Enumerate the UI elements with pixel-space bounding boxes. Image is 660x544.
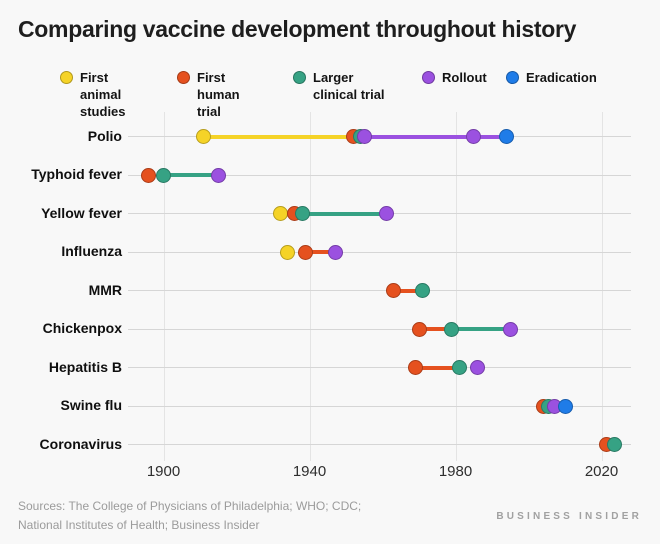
segment-hepatitis-b-0 [415, 365, 460, 370]
legend-item-rollout: Rollout [422, 70, 532, 87]
gridline-1980 [455, 112, 457, 461]
sources-line-2: National Institutes of Health; Business … [18, 517, 260, 532]
data-point-polio-rollout [356, 129, 372, 144]
data-point-hepatitis-b-larger [451, 360, 467, 375]
legend-label-rollout: Rollout [442, 70, 487, 85]
segment-typhoid-fever-0 [163, 173, 219, 177]
human-legend-dot [177, 71, 190, 84]
data-point-yellow-fever-animal [272, 206, 288, 221]
data-point-yellow-fever-rollout [378, 206, 394, 221]
row-baseline-7 [128, 405, 631, 407]
data-point-influenza-human [298, 244, 314, 260]
data-point-polio-animal [196, 129, 212, 144]
x-tick-1980: 1980 [438, 463, 473, 480]
segment-chickenpox-0 [419, 327, 452, 331]
row-label-influenza: Influenza [61, 243, 122, 259]
data-point-hepatitis-b-rollout [469, 360, 485, 375]
data-point-influenza-animal [280, 244, 296, 260]
row-label-swine-flu: Swine flu [60, 397, 122, 413]
sources-line-1: Sources: The College of Physicians of Ph… [18, 499, 362, 513]
segment-polio-0 [203, 134, 354, 139]
segment-influenza-0 [305, 250, 336, 254]
legend-item-eradication: Eradication [506, 70, 616, 87]
row-baseline-6 [128, 367, 631, 368]
segment-mmr-0 [393, 288, 423, 293]
row-baseline-1 [128, 174, 631, 176]
row-label-chickenpox: Chickenpox [42, 320, 122, 336]
data-point-coronavirus-larger [606, 437, 622, 452]
gridline-2020 [601, 112, 603, 461]
data-point-chickenpox-human [411, 321, 427, 337]
row-baseline-5 [128, 328, 631, 330]
sources-text: Sources: The College of Physicians of Ph… [18, 497, 361, 534]
segment-yellow-fever-0 [302, 211, 387, 216]
data-point-polio-eradication [499, 129, 515, 144]
row-baseline-8 [128, 444, 631, 445]
row-label-polio: Polio [87, 127, 122, 144]
data-point-yellow-fever-larger [294, 206, 310, 221]
legend-label-eradication: Eradication [526, 70, 597, 85]
x-tick-1940: 1940 [292, 463, 327, 480]
segment-polio-1 [364, 134, 507, 139]
gridline-1940 [309, 112, 311, 461]
row-baseline-3 [128, 251, 631, 253]
legend: First animal studies First human trial Lar… [0, 70, 660, 119]
row-label-yellow-fever: Yellow fever [41, 204, 122, 221]
data-point-influenza-rollout [327, 244, 343, 260]
row-label-hepatitis-b: Hepatitis B [48, 358, 122, 375]
business-insider-logo: BUSINESS INSIDER [496, 511, 642, 522]
eradication-legend-dot [506, 71, 519, 84]
data-point-mmr-larger [415, 283, 431, 298]
data-point-swine-flu-eradication [557, 398, 573, 414]
data-point-chickenpox-larger [444, 321, 460, 337]
legend-item-human: First human trial [177, 70, 265, 121]
data-point-typhoid-fever-human [141, 167, 157, 183]
data-point-mmr-human [385, 283, 401, 298]
animal-legend-dot [60, 71, 73, 84]
legend-label-human: First human trial [197, 70, 240, 119]
x-tick-2020: 2020 [584, 463, 619, 480]
legend-item-larger: Larger clinical trial [293, 70, 391, 104]
data-point-hepatitis-b-human [407, 360, 423, 375]
row-label-mmr: MMR [88, 281, 122, 298]
legend-label-larger: Larger clinical trial [313, 70, 385, 102]
row-label-typhoid-fever: Typhoid fever [31, 166, 122, 182]
row-baseline-4 [128, 290, 631, 291]
data-point-chickenpox-rollout [502, 321, 518, 337]
legend-item-animal: First animal studies [60, 70, 148, 121]
row-label-coronavirus: Coronavirus [39, 435, 122, 452]
gridline-1900 [163, 112, 165, 461]
larger-legend-dot [293, 71, 306, 84]
data-point-typhoid-fever-larger [156, 167, 171, 183]
rollout-legend-dot [422, 71, 435, 84]
legend-label-animal: First animal studies [80, 70, 126, 119]
chart-title: Comparing vaccine development throughout… [18, 16, 577, 42]
x-tick-1900: 1900 [146, 463, 181, 480]
data-point-polio-rollout [466, 129, 482, 144]
segment-chickenpox-1 [451, 327, 511, 331]
data-point-typhoid-fever-rollout [210, 167, 226, 183]
